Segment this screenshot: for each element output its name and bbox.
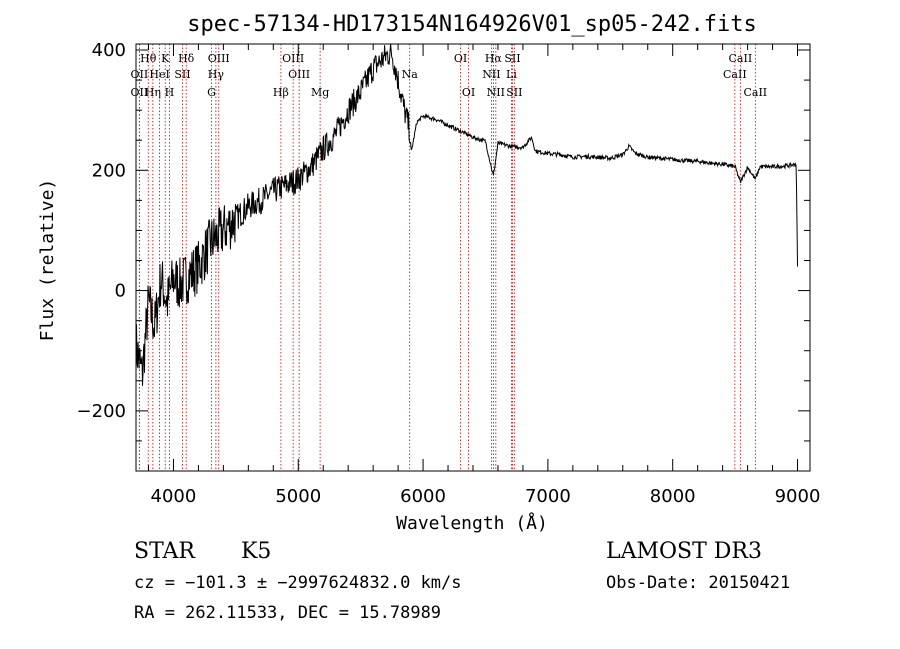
line-label-7: SII <box>504 52 520 65</box>
line-label-0: Hθ <box>140 52 157 65</box>
y-tick-label: 200 <box>92 160 126 181</box>
sky-coordinates: RA = 262.11533, DEC = 15.78989 <box>134 603 442 623</box>
line-label-9: OII <box>131 68 149 81</box>
spectrum-line <box>135 43 798 386</box>
axes: 4000 5000 6000 7000 8000 9000 −200 0 200 400 <box>77 40 821 507</box>
line-label-24: OI <box>462 86 475 99</box>
line-label-1: K <box>161 52 170 65</box>
line-label-25: NII <box>487 86 505 99</box>
x-axis-label: Wavelength (Å) <box>396 512 548 534</box>
line-label-13: OIII <box>288 68 310 81</box>
x-tick-label: 4000 <box>151 486 197 507</box>
observation-date: Obs-Date: 20150421 <box>606 573 791 593</box>
line-label-3: OIII <box>208 52 230 65</box>
spectrum-chart: spec-57134-HD173154N164926V01_sp05-242.f… <box>37 12 821 534</box>
line-label-14: Na <box>402 68 419 81</box>
line-label-27: CaII <box>743 86 767 99</box>
y-tick-label: −200 <box>77 401 126 422</box>
survey-name: LAMOST DR3 <box>606 539 762 564</box>
line-label-16: Li <box>506 68 517 81</box>
line-label-20: H <box>165 86 175 99</box>
line-label-8: CaII <box>729 52 753 65</box>
y-axis-label: Flux (relative) <box>37 179 58 342</box>
line-label-6: Hα <box>485 52 503 65</box>
y-tick-label: 0 <box>115 281 126 302</box>
emission-line-markers <box>138 44 756 471</box>
line-label-11: SII <box>174 68 190 81</box>
line-label-2: Hδ <box>178 52 195 65</box>
line-label-21: G <box>207 86 216 99</box>
line-label-4: OIII <box>282 52 304 65</box>
line-label-26: SII <box>506 86 522 99</box>
line-label-12: Hγ <box>208 68 225 81</box>
object-subclass: K5 <box>241 539 272 564</box>
line-label-19: Hη <box>145 86 161 99</box>
line-label-5: OI <box>454 52 467 65</box>
line-label-23: Mg <box>311 86 329 99</box>
x-tick-label: 8000 <box>650 486 696 507</box>
y-tick-label: 400 <box>92 40 126 61</box>
line-label-22: Hβ <box>273 86 289 99</box>
x-tick-label: 5000 <box>275 486 321 507</box>
x-tick-label: 7000 <box>525 486 571 507</box>
redshift-velocity: cz = −101.3 ± −2997624832.0 km/s <box>134 573 462 593</box>
line-label-17: CaII <box>723 68 747 81</box>
line-label-15: NII <box>482 68 500 81</box>
chart-title: spec-57134-HD173154N164926V01_sp05-242.f… <box>187 12 757 37</box>
plot-frame <box>135 43 811 472</box>
line-label-18: OII <box>131 86 149 99</box>
x-tick-label: 6000 <box>400 486 446 507</box>
line-label-10: HeI <box>149 68 169 81</box>
object-class: STAR <box>134 539 195 564</box>
x-tick-label: 9000 <box>775 486 821 507</box>
